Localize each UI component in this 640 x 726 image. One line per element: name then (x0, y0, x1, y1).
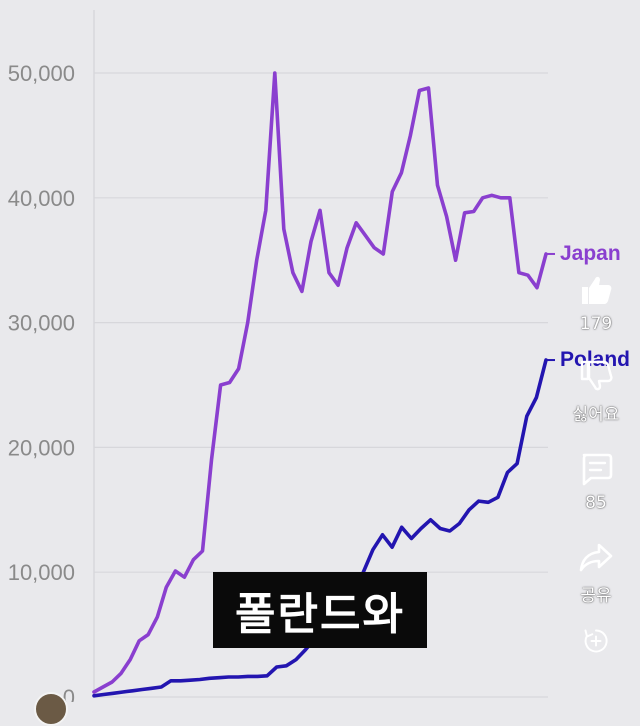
like-button[interactable]: 179 (576, 270, 616, 334)
line-chart: 0 10,000 20,000 30,000 40,000 50,000 Japan Pola… (8, 10, 630, 702)
like-count: 179 (579, 314, 613, 334)
comment-icon (582, 453, 613, 486)
comments-button[interactable]: 85 (576, 449, 616, 513)
action-rail: 179 싫어요 85 공유 (566, 270, 626, 656)
dislike-button[interactable]: 싫어요 (572, 356, 620, 425)
series-line-japan (92, 71, 548, 694)
remix-icon (584, 629, 608, 653)
series-end-label: Japan (560, 242, 621, 265)
y-tick-label: 50,000 (8, 61, 75, 86)
dislike-label: 싫어요 (572, 405, 620, 425)
y-tick-label: 40,000 (8, 186, 75, 211)
share-button[interactable]: 공유 (576, 537, 616, 606)
comment-count: 85 (585, 493, 607, 513)
y-tick-label: 20,000 (8, 435, 75, 460)
series-end-label: Poland (560, 348, 630, 371)
thumbs-down-icon (580, 360, 613, 391)
share-label: 공유 (580, 586, 612, 606)
y-tick-label: 30,000 (8, 311, 75, 336)
remix-button[interactable] (576, 626, 616, 656)
y-tick-label: 10,000 (8, 560, 75, 585)
share-icon (579, 543, 613, 572)
channel-avatar[interactable] (34, 692, 68, 726)
subtitle-caption: 폴란드와 (213, 572, 427, 648)
thumbs-up-icon (582, 276, 612, 304)
y-tick-label: 0 (63, 685, 75, 702)
